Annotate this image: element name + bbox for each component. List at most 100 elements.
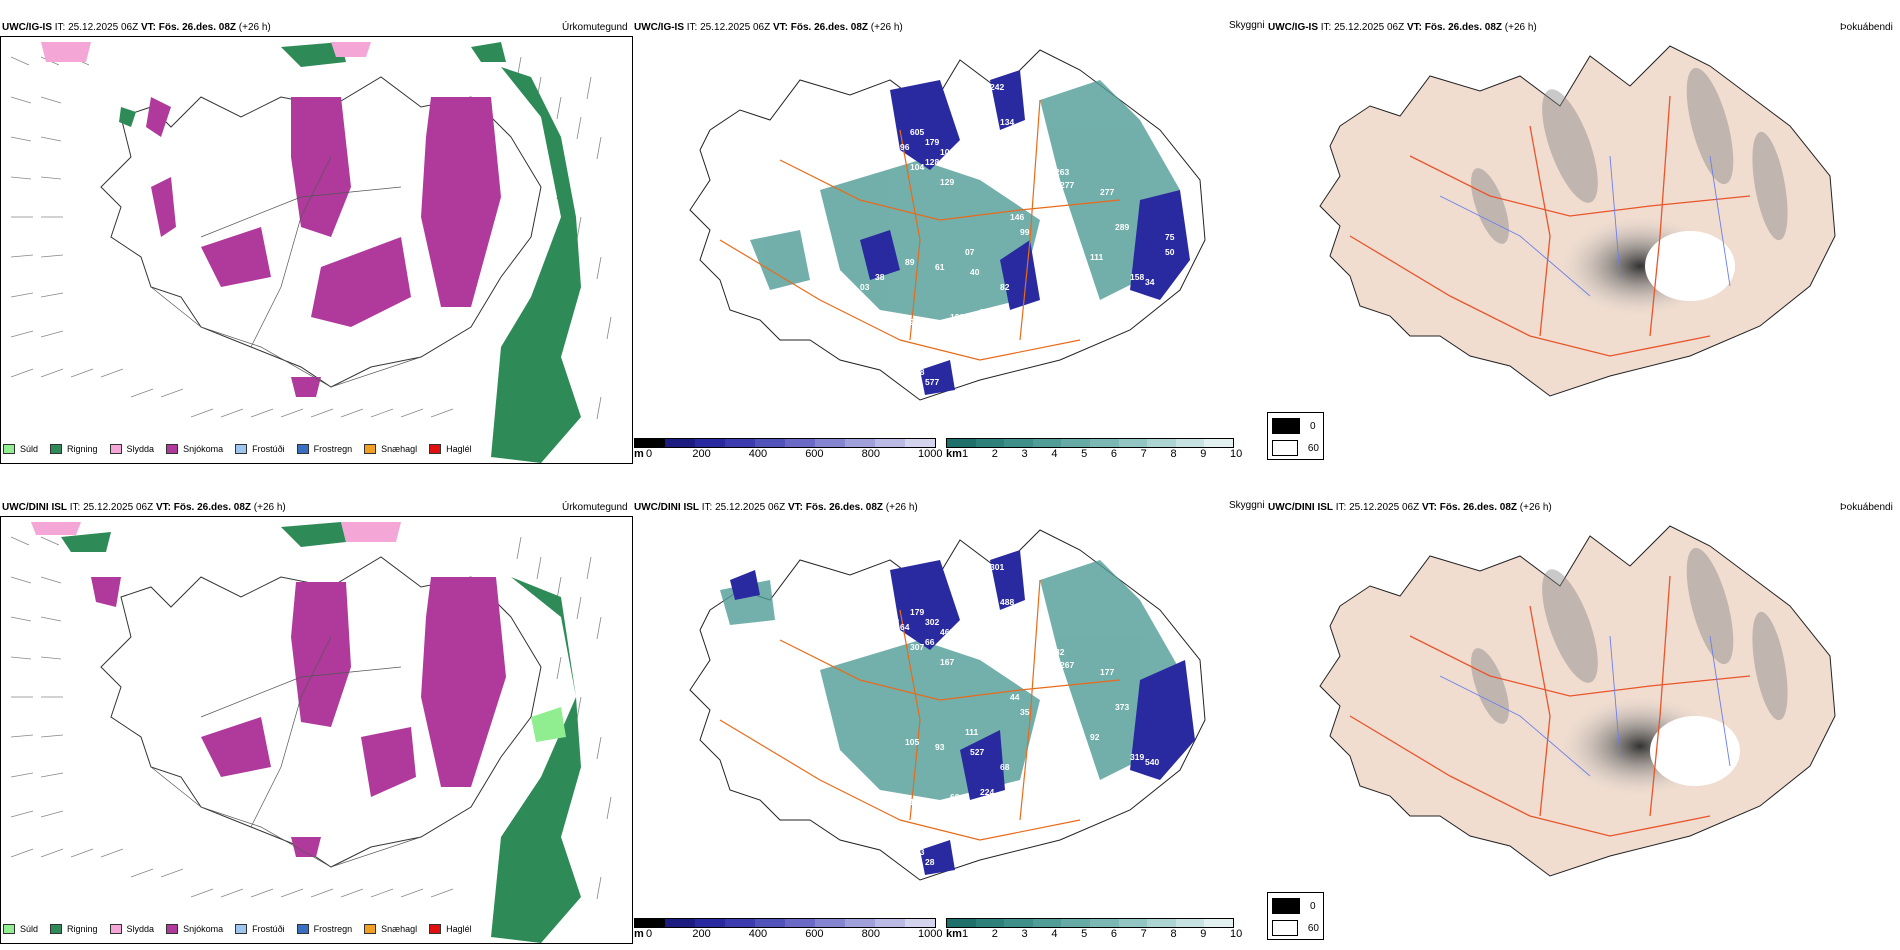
- row-1: UWC/IG-IS IT: 25.12.2025 06Z VT: Fös. 26…: [0, 0, 1900, 470]
- legend-item: Slydda: [109, 444, 154, 454]
- fog-white-area: [1645, 231, 1735, 301]
- snow-depth-label: 179: [925, 137, 939, 147]
- legend-label: Snjókoma: [183, 924, 224, 934]
- legend-swatch: [166, 924, 179, 934]
- snow-title: Skyggni: [1229, 20, 1265, 31]
- iceland-outline: [100, 556, 542, 868]
- tick-label: 8: [1170, 928, 1177, 940]
- fog-header: UWC/IG-IS IT: 25.12.2025 06Z VT: Fös. 26…: [1268, 22, 1537, 33]
- colorbar-segment: [785, 439, 815, 447]
- snow-header: UWC/IG-IS IT: 25.12.2025 06Z VT: Fös. 26…: [634, 22, 903, 33]
- tick-label: 5: [1081, 448, 1088, 460]
- legend-item: Haglél: [429, 924, 472, 934]
- tick-label: 200: [692, 448, 711, 460]
- snow-depth-label: 03: [860, 282, 870, 292]
- colorbar-segment: [875, 439, 905, 447]
- legend-item: Haglél: [429, 444, 472, 454]
- cloud-legend-swatch: [1272, 920, 1298, 936]
- sleet-areas: [31, 522, 401, 542]
- snow-depth-label: 289: [1115, 222, 1129, 232]
- iceland-outline: [100, 76, 542, 388]
- snow-depth-label: 527: [970, 747, 984, 757]
- legend-item: Rigning: [50, 444, 98, 454]
- legend-item: Snæhagl: [364, 924, 417, 934]
- legend-swatch: [235, 924, 248, 934]
- legend-item: Frostregn: [296, 444, 352, 454]
- tick-label: 9: [1200, 928, 1207, 940]
- tick-label: 4: [1051, 928, 1058, 940]
- snow-depth-label: 68: [1000, 762, 1010, 772]
- snow-depth-label: 01: [835, 172, 845, 182]
- snow-depth-label: 105: [905, 737, 919, 747]
- legend-swatch: [235, 444, 248, 454]
- precip-map: Súld Rigning Slydda Snjókoma Frostúði Frostre…: [0, 36, 633, 464]
- tick-label: 1000: [918, 928, 943, 940]
- legend-swatch: [109, 444, 122, 454]
- colorbar-segment: [1004, 439, 1033, 447]
- snow-depth-label: 224: [980, 787, 994, 797]
- tick-label: 10: [1230, 448, 1243, 460]
- tick-label: 0: [646, 448, 653, 460]
- snow-depth-label: 577: [925, 377, 939, 387]
- visibility-colorbar: [946, 918, 1234, 928]
- snow-depth-label: 138: [885, 617, 899, 627]
- visibility-field: [750, 80, 1180, 320]
- snow-depth-label: 104: [910, 162, 924, 172]
- colorbar-segment: [1175, 919, 1205, 927]
- snow-depth-label: 64: [900, 622, 910, 632]
- snow-depth-label: 07: [965, 247, 975, 257]
- snow-unit: m: [634, 448, 644, 460]
- legend-item: Snjókoma: [166, 444, 223, 454]
- drizzle-areas: [531, 707, 566, 742]
- snow-depth-label: 63: [915, 847, 925, 857]
- model-name: UWC/IG-IS: [1268, 22, 1318, 33]
- colorbar-segment: [975, 439, 1005, 447]
- colorbar-segment: [845, 919, 875, 927]
- rain-areas: [119, 42, 581, 463]
- legend-label: Snjókoma: [183, 444, 224, 454]
- precip-header: UWC/DINI ISL IT: 25.12.2025 06Z VT: Fös.…: [2, 502, 286, 513]
- snow-depth-label: 103: [940, 147, 954, 157]
- snow-depth-label: 92: [1090, 732, 1100, 742]
- legend-swatch: [3, 924, 15, 934]
- rain-areas: [61, 522, 581, 943]
- tick-label: 7: [1140, 928, 1147, 940]
- legend-label: Frostúði: [252, 924, 285, 934]
- colorbar-segment: [1204, 919, 1233, 927]
- snow-depth-label: 263: [1055, 167, 1069, 177]
- tick-label: 7: [1140, 448, 1147, 460]
- legend-swatch: [429, 444, 442, 454]
- snow-depth-label: 179: [910, 607, 924, 617]
- snow-title: Skyggni: [1229, 500, 1265, 511]
- fog-streaks: [1471, 547, 1788, 724]
- cloud-legend: 0 60: [1267, 412, 1324, 460]
- colorbar-segment: [755, 439, 785, 447]
- snow-depth-label: 89: [905, 257, 915, 267]
- snow-depth-label: 75: [1165, 232, 1175, 242]
- snow-depth-label: 40: [970, 267, 980, 277]
- legend-item: Frostúði: [235, 444, 285, 454]
- snow-depth-label: 541: [980, 307, 994, 317]
- snow-depth-label: 605: [910, 127, 924, 137]
- legend-swatch: [364, 444, 377, 454]
- snow-header: UWC/DINI ISL IT: 25.12.2025 06Z VT: Fös.…: [634, 502, 918, 513]
- precip-legend: Súld Rigning Slydda Snjókoma Frostúði Frostre…: [3, 441, 484, 457]
- colorbar-segment: [815, 919, 845, 927]
- snow-depth-label: 307: [910, 642, 924, 652]
- snow-depth-label: 82: [1055, 647, 1065, 657]
- cloud-legend-label: 60: [1307, 922, 1319, 934]
- tick-label: 1: [962, 928, 969, 940]
- tick-label: 0: [646, 928, 653, 940]
- cloud-legend-label: 0: [1310, 420, 1316, 432]
- colorbar-segment: [905, 919, 935, 927]
- legend-label: Snæhagl: [381, 444, 418, 454]
- colorbar-segment: [695, 439, 725, 447]
- colorbar-segment: [725, 439, 755, 447]
- snow-depth-colorbar: [634, 918, 936, 928]
- snow-depth-label: 60: [950, 792, 960, 802]
- legend-item: Frostúði: [235, 924, 285, 934]
- tick-label: 9: [1200, 448, 1207, 460]
- legend-swatch: [296, 444, 309, 454]
